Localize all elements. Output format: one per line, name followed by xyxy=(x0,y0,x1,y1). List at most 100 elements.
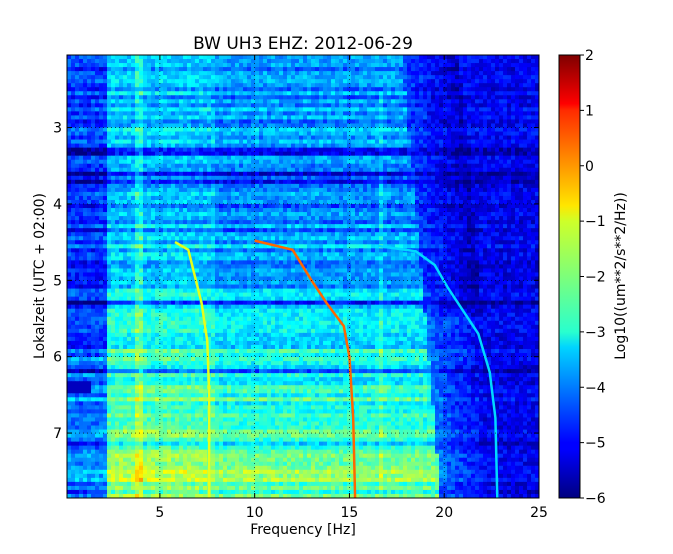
heatmap-cell xyxy=(87,191,92,197)
heatmap-cell xyxy=(419,171,424,177)
heatmap-cell xyxy=(447,127,452,133)
heatmap-cell xyxy=(251,135,256,141)
heatmap-cell xyxy=(339,91,344,96)
heatmap-cell xyxy=(235,171,240,177)
heatmap-cell xyxy=(123,183,128,189)
heatmap-cell xyxy=(367,87,372,92)
heatmap-cell xyxy=(455,115,460,121)
heatmap-cell xyxy=(407,159,412,165)
heatmap-cell xyxy=(375,91,380,96)
heatmap-cell xyxy=(207,91,212,96)
heatmap-cell xyxy=(295,147,300,153)
heatmap-cell xyxy=(419,99,424,104)
heatmap-cell xyxy=(507,59,512,64)
heatmap-cell xyxy=(479,199,484,205)
heatmap-cell xyxy=(295,59,300,64)
heatmap-cell xyxy=(319,115,324,121)
heatmap-cell xyxy=(415,204,420,209)
heatmap-cell xyxy=(435,163,440,169)
heatmap-cell xyxy=(291,212,296,217)
heatmap-cell xyxy=(179,91,184,96)
heatmap-cell xyxy=(463,79,468,84)
heatmap-cell xyxy=(291,199,296,205)
heatmap-cell xyxy=(247,208,252,213)
heatmap-cell xyxy=(207,111,212,117)
heatmap-cell xyxy=(451,95,456,100)
heatmap-cell xyxy=(247,111,252,117)
heatmap-cell xyxy=(399,91,404,96)
heatmap-cell xyxy=(403,139,408,145)
heatmap-cell xyxy=(279,195,284,201)
heatmap-cell xyxy=(335,159,340,165)
heatmap-cell xyxy=(207,195,212,201)
heatmap-cell xyxy=(199,83,204,88)
heatmap-cell xyxy=(179,155,184,161)
heatmap-cell xyxy=(371,135,376,141)
heatmap-cell xyxy=(383,191,388,197)
heatmap-cell xyxy=(531,212,536,217)
heatmap-cell xyxy=(287,191,292,197)
heatmap-cell xyxy=(107,135,112,141)
heatmap-cell xyxy=(519,216,524,221)
heatmap-cell xyxy=(379,155,384,161)
heatmap-cell xyxy=(431,212,436,217)
heatmap-cell xyxy=(67,127,72,133)
heatmap-cell xyxy=(195,87,200,92)
heatmap-cell xyxy=(259,75,264,80)
heatmap-cell xyxy=(335,199,340,205)
heatmap-cell xyxy=(483,139,488,145)
heatmap-cell xyxy=(363,135,368,141)
heatmap-cell xyxy=(123,216,128,221)
heatmap-cell xyxy=(231,123,236,129)
heatmap-cell xyxy=(503,159,508,165)
heatmap-cell xyxy=(103,95,108,100)
heatmap-cell xyxy=(243,75,248,80)
heatmap-cell xyxy=(307,123,312,129)
heatmap-cell xyxy=(131,119,136,125)
heatmap-cell xyxy=(435,204,440,209)
heatmap-cell xyxy=(387,183,392,189)
heatmap-cell xyxy=(75,99,80,104)
heatmap-cell xyxy=(95,91,100,96)
heatmap-cell xyxy=(319,123,324,129)
heatmap-cell xyxy=(499,75,504,80)
heatmap-cell xyxy=(315,83,320,88)
heatmap-cell xyxy=(327,171,332,177)
heatmap-cell xyxy=(343,212,348,217)
heatmap-cell xyxy=(531,151,536,157)
heatmap-cell xyxy=(363,187,368,193)
heatmap-cell xyxy=(271,171,276,177)
heatmap-cell xyxy=(291,95,296,100)
heatmap-cell xyxy=(383,163,388,169)
heatmap-cell xyxy=(215,212,220,217)
heatmap-cell xyxy=(203,115,208,121)
heatmap-cell xyxy=(107,107,112,112)
heatmap-cell xyxy=(423,147,428,153)
heatmap-cell xyxy=(503,183,508,189)
heatmap-cell xyxy=(275,139,280,145)
heatmap-cell xyxy=(83,212,88,217)
heatmap-cell xyxy=(375,87,380,92)
heatmap-cell xyxy=(251,199,256,205)
heatmap-cell xyxy=(335,79,340,84)
heatmap-cell xyxy=(359,147,364,153)
heatmap-cell xyxy=(471,123,476,129)
heatmap-cell xyxy=(143,67,148,72)
heatmap-cell xyxy=(399,123,404,129)
heatmap-cell xyxy=(527,220,532,225)
heatmap-cell xyxy=(479,127,484,133)
heatmap-cell xyxy=(99,220,104,225)
heatmap-cell xyxy=(195,59,200,64)
heatmap-cell xyxy=(231,55,236,60)
heatmap-cell xyxy=(535,167,539,173)
heatmap-cell xyxy=(379,139,384,145)
heatmap-cell xyxy=(279,55,284,60)
heatmap-cell xyxy=(339,187,344,193)
heatmap-cell xyxy=(143,183,148,189)
heatmap-cell xyxy=(307,195,312,201)
heatmap-cell xyxy=(235,99,240,104)
heatmap-cell xyxy=(227,204,232,209)
heatmap-cell xyxy=(487,63,492,68)
heatmap-cell xyxy=(155,179,160,185)
heatmap-cell xyxy=(411,187,416,193)
